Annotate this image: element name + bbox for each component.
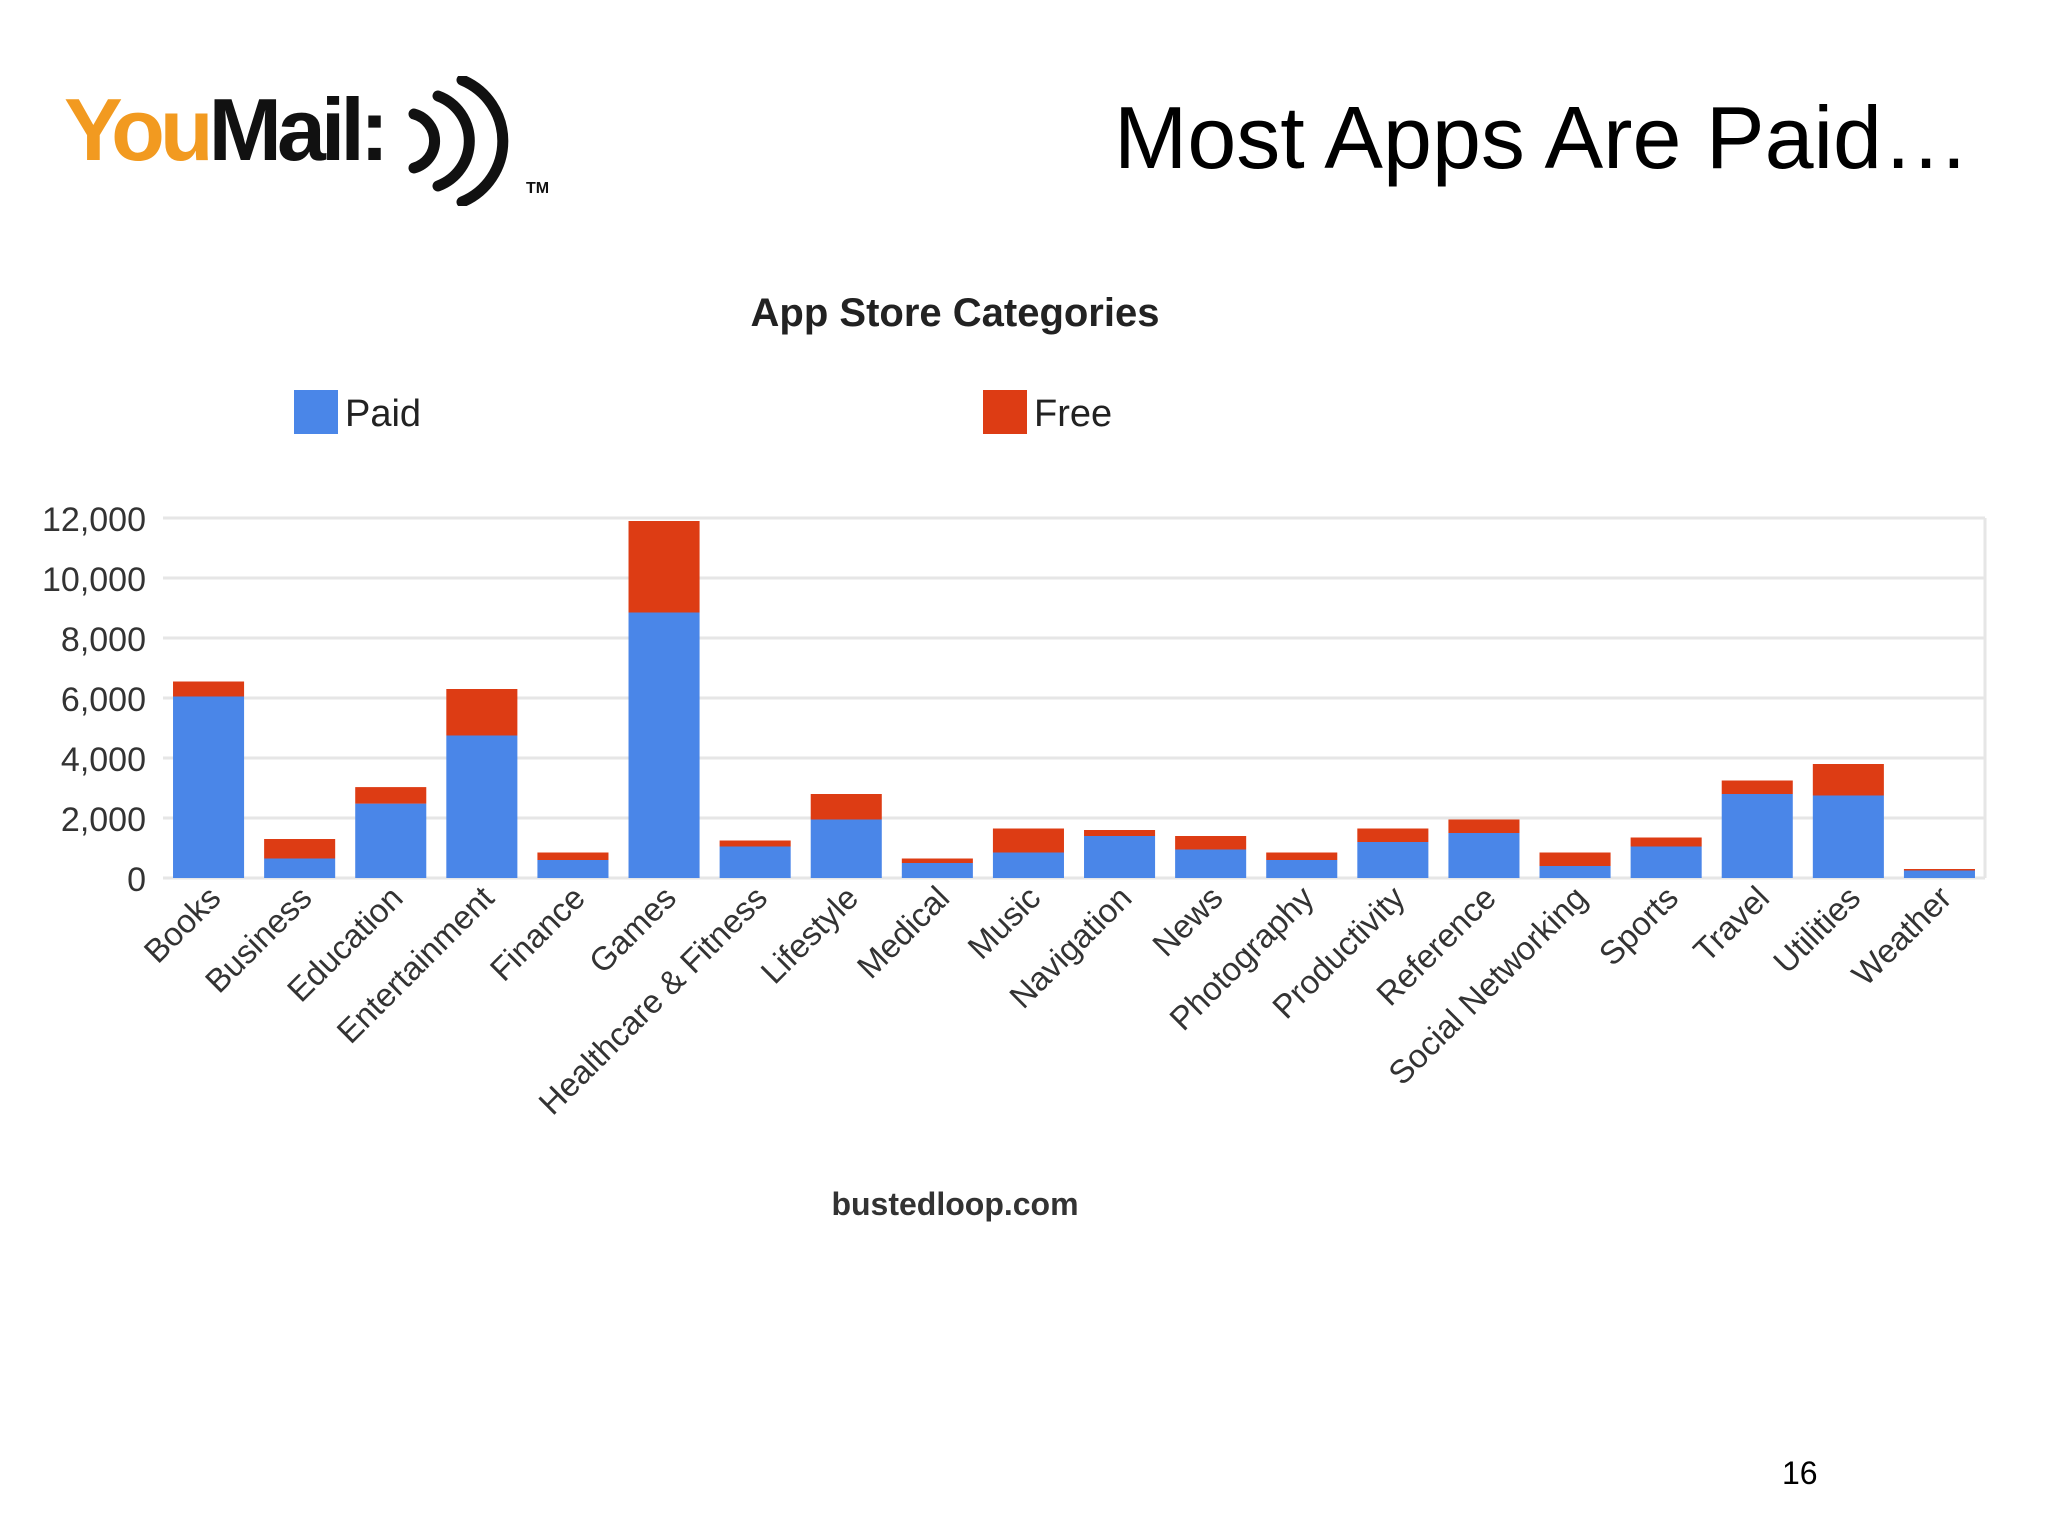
bar-free — [1539, 852, 1611, 866]
bar-paid — [1812, 795, 1884, 878]
x-tick-label: Weather — [1844, 879, 1958, 993]
bar-free — [992, 828, 1064, 853]
bar-paid — [1630, 846, 1702, 878]
legend-swatch-paid — [294, 390, 338, 434]
bar-paid — [355, 803, 427, 878]
bar-paid — [537, 860, 609, 878]
y-tick-label: 0 — [127, 861, 146, 899]
bar-free — [355, 787, 427, 804]
bar-free — [810, 794, 882, 820]
bar-free — [264, 839, 336, 859]
bar-free — [1812, 764, 1884, 796]
bar-free — [1721, 780, 1793, 794]
sound-waves-icon — [408, 76, 509, 206]
legend-swatch-free — [983, 390, 1027, 434]
bar-paid — [810, 819, 882, 878]
y-tick-label: 6,000 — [61, 681, 146, 719]
bar-free — [1903, 869, 1975, 871]
logo-text-mail: Mail: — [208, 80, 389, 179]
bar-paid — [1084, 836, 1156, 878]
bar-free — [1448, 819, 1520, 833]
bar-free — [1630, 837, 1702, 847]
bar-paid — [1357, 842, 1429, 878]
y-tick-label: 12,000 — [42, 501, 146, 539]
bar-paid — [719, 846, 791, 878]
x-tick-label: News — [1145, 879, 1230, 964]
x-tick-label: Medical — [850, 879, 957, 986]
bar-paid — [173, 696, 245, 878]
bar-free — [537, 852, 609, 860]
page-number: 16 — [1782, 1455, 1818, 1491]
bar-free — [719, 840, 791, 847]
x-tick-label: Finance — [483, 879, 592, 988]
bar-paid — [446, 735, 518, 878]
youmail-logo: YouMail: TM — [64, 70, 549, 206]
slide-title: Most Apps Are Paid… — [1114, 88, 1970, 187]
bar-free — [446, 689, 518, 736]
logo-wordmark: YouMail: — [64, 70, 389, 190]
bar-paid — [1721, 794, 1793, 878]
x-tick-label: Lifestyle — [753, 879, 865, 991]
bar-free — [901, 858, 973, 863]
y-tick-label: 2,000 — [61, 801, 146, 839]
bar-free — [1266, 852, 1338, 860]
chart-gridlines — [163, 516, 1987, 880]
bar-paid — [264, 858, 336, 878]
y-tick-label: 10,000 — [42, 561, 146, 599]
bar-free — [1084, 830, 1156, 836]
bar-paid — [1266, 860, 1338, 878]
bar-paid — [628, 612, 700, 878]
bar-paid — [1175, 849, 1247, 878]
x-tick-label: Entertainment — [329, 879, 500, 1050]
logo-text-you: You — [64, 80, 214, 179]
bar-paid — [1539, 866, 1611, 878]
x-tick-label: Sports — [1591, 879, 1685, 973]
bar-free — [173, 681, 245, 697]
legend-label-free: Free — [1034, 393, 1112, 435]
bar-paid — [901, 863, 973, 878]
bar-free — [628, 521, 700, 613]
y-tick-label: 8,000 — [61, 621, 146, 659]
x-tick-label: Music — [960, 879, 1047, 966]
logo-trademark: TM — [526, 180, 550, 197]
x-axis-ticks: BooksBusinessEducationEntertainmentFinan… — [136, 878, 1958, 1121]
bar-paid — [992, 852, 1064, 878]
y-tick-label: 4,000 — [61, 741, 146, 779]
bar-paid — [1903, 870, 1975, 878]
bar-free — [1175, 836, 1247, 850]
bar-paid — [1448, 833, 1520, 878]
chart-bars — [173, 521, 1975, 878]
chart-source: bustedloop.com — [831, 1186, 1078, 1222]
legend-label-paid: Paid — [345, 393, 421, 435]
x-tick-label: Travel — [1686, 879, 1776, 969]
bar-free — [1357, 828, 1429, 842]
y-axis-ticks: 0 2,000 4,000 6,000 8,000 10,000 12,000 — [42, 501, 146, 899]
chart-title: App Store Categories — [751, 291, 1160, 335]
